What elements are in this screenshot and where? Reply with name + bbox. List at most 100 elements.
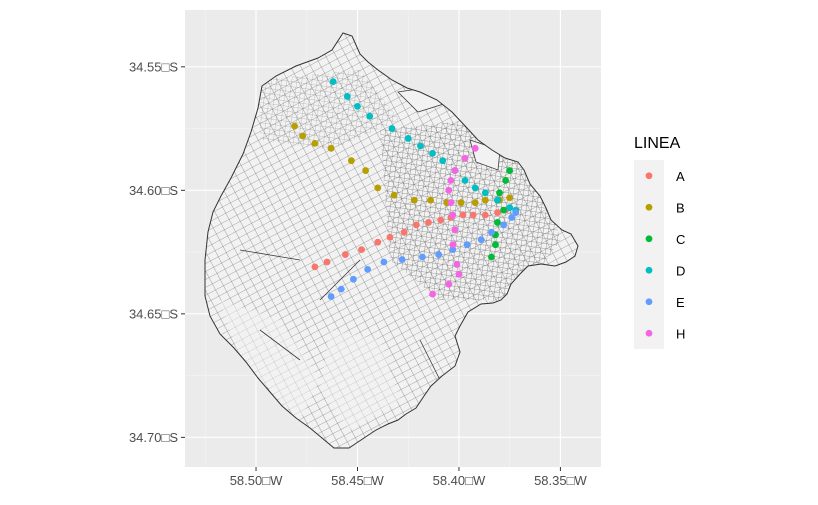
data-point: [471, 144, 479, 152]
data-point: [386, 233, 394, 241]
data-point: [471, 199, 479, 207]
data-point: [506, 204, 514, 212]
legend-label: C: [676, 232, 685, 247]
data-point: [341, 251, 349, 258]
data-point: [410, 196, 418, 204]
data-point: [502, 177, 510, 184]
data-point: [327, 293, 335, 300]
data-point: [380, 258, 388, 266]
data-point: [459, 211, 467, 219]
y-tick-label: 34.65□S: [129, 306, 178, 321]
data-point: [354, 102, 361, 110]
series-e: [327, 209, 520, 300]
legend-key: [645, 203, 653, 211]
data-point: [437, 216, 445, 224]
y-tick-label: 34.55□S: [129, 59, 178, 74]
data-point: [481, 189, 489, 197]
data-point: [457, 199, 465, 207]
data-point: [435, 251, 443, 258]
data-point: [492, 241, 499, 249]
data-point: [494, 219, 501, 226]
x-tick-label: 58.50□W: [230, 473, 283, 488]
data-point: [362, 167, 370, 174]
legend-items: A B C D E H: [634, 160, 685, 349]
data-point: [463, 241, 471, 249]
data-point: [388, 125, 396, 132]
data-point: [481, 196, 489, 204]
data-point: [488, 228, 495, 236]
legend-key-background: [634, 160, 664, 349]
y-tick-label: 34.70□S: [129, 430, 178, 445]
series-d: [329, 78, 520, 214]
data-point: [400, 228, 408, 236]
legend-label: D: [676, 263, 685, 278]
data-point: [506, 167, 514, 174]
data-point: [327, 144, 335, 152]
y-axis-ticks: 34.55□S 34.60□S 34.65□S 34.70□S: [129, 59, 185, 445]
data-point: [494, 209, 501, 216]
data-point: [366, 112, 374, 120]
data-point: [449, 246, 457, 254]
data-point: [445, 186, 453, 194]
data-point: [453, 261, 461, 268]
series-a: [311, 206, 510, 271]
data-point: [447, 177, 455, 184]
data-point: [471, 184, 479, 192]
data-point: [447, 199, 455, 207]
data-point: [350, 275, 357, 283]
data-point: [508, 214, 516, 221]
x-tick-label: 58.35□W: [534, 473, 587, 488]
data-point: [506, 194, 514, 202]
data-point: [451, 167, 459, 174]
data-point: [512, 209, 520, 216]
data-point: [500, 206, 507, 214]
data-point: [500, 221, 507, 229]
data-point: [429, 149, 436, 157]
data-point: [348, 157, 355, 165]
data-point: [481, 211, 489, 219]
data-point: [374, 238, 382, 246]
data-point: [449, 211, 457, 219]
data-point: [412, 221, 420, 229]
legend-key: [645, 329, 653, 337]
data-point: [329, 78, 337, 86]
legend-key: [645, 172, 653, 180]
data-point: [404, 135, 412, 142]
legend-label: E: [676, 295, 685, 310]
x-tick-label: 58.45□W: [331, 473, 384, 488]
data-point: [398, 256, 406, 263]
data-point: [461, 177, 469, 184]
data-point: [477, 236, 485, 244]
data-point: [445, 280, 453, 288]
data-point: [451, 226, 459, 234]
data-point: [299, 132, 307, 140]
series-h: [429, 144, 479, 298]
legend-key: [645, 235, 653, 243]
data-point: [429, 290, 436, 298]
legend-key: [645, 298, 653, 306]
legend-label: A: [676, 169, 685, 184]
data-points: [291, 78, 520, 300]
data-point: [364, 265, 372, 273]
data-point: [374, 184, 382, 192]
legend: LINEA A B C D E H: [634, 135, 685, 349]
legend-label: B: [676, 200, 685, 215]
data-point: [311, 263, 319, 271]
legend-key: [645, 266, 653, 274]
data-point: [343, 93, 351, 100]
data-point: [425, 219, 432, 226]
data-point: [323, 258, 331, 266]
data-point: [461, 154, 469, 162]
data-point: [419, 253, 426, 261]
data-point: [439, 157, 447, 165]
legend-label: H: [676, 326, 685, 341]
data-point: [455, 270, 463, 278]
y-tick-label: 34.60□S: [129, 183, 178, 198]
data-point: [496, 189, 503, 197]
data-point: [390, 191, 398, 199]
data-point: [427, 196, 434, 204]
x-axis-ticks: 58.50□W 58.45□W 58.40□W 58.35□W: [230, 467, 587, 488]
data-point: [494, 196, 501, 204]
data-point: [337, 285, 345, 293]
